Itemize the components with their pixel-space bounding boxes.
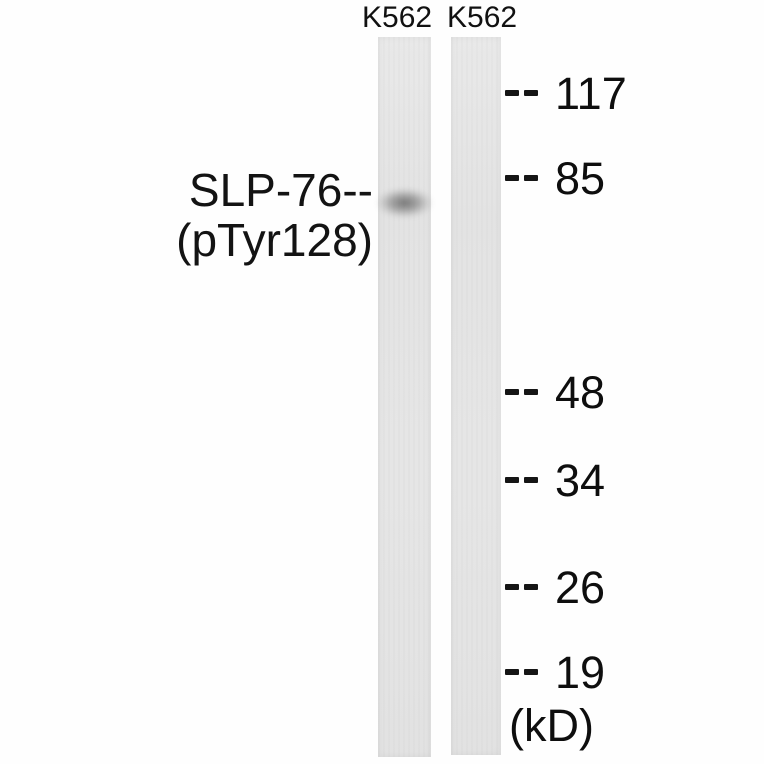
target-protein-label: SLP-76-- (pTyr128) (0, 165, 373, 265)
tick-dashes-icon (505, 477, 538, 483)
mw-value: 26 (555, 561, 606, 613)
target-protein-name: SLP-76-- (188, 164, 373, 216)
mw-marker-48: 48 (505, 366, 605, 418)
mw-marker-34: 34 (505, 454, 605, 506)
mw-value: 48 (555, 366, 606, 418)
mw-value: 34 (555, 454, 606, 506)
mw-marker-85: 85 (505, 152, 605, 204)
target-phospho-site: (pTyr128) (176, 214, 373, 266)
tick-dashes-icon (505, 669, 538, 675)
tick-dashes-icon (505, 584, 538, 590)
tick-dashes-icon (505, 90, 538, 96)
lane-1-sample-label: K562 (362, 1, 433, 34)
gel-lane-1 (373, 37, 436, 757)
kd-unit-label: (kD) (509, 700, 594, 751)
mw-value: 19 (555, 646, 606, 698)
mw-value: 85 (555, 152, 606, 204)
gel-lane-2 (451, 37, 501, 755)
mw-marker-117: 117 (505, 67, 627, 119)
mw-marker-19: 19 (505, 646, 605, 698)
mw-value: 117 (555, 67, 627, 119)
protein-band-slp76 (373, 180, 436, 224)
tick-dashes-icon (505, 175, 538, 181)
mw-marker-26: 26 (505, 561, 605, 613)
lane-2-sample-label: K562 (447, 1, 518, 34)
tick-dashes-icon (505, 389, 538, 395)
